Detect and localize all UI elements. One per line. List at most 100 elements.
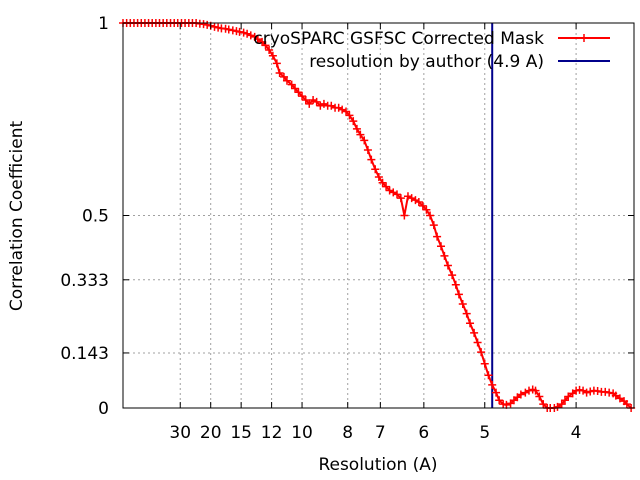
fsc-point [246, 31, 255, 40]
fsc-point [466, 319, 475, 328]
fsc-point [352, 124, 361, 133]
fsc-point [553, 402, 562, 411]
fsc-point [407, 194, 416, 203]
fsc-point [535, 392, 544, 401]
fsc-point [586, 387, 595, 396]
fsc-point [224, 25, 233, 34]
fsc-point [422, 205, 431, 214]
x-tick-label: 4 [571, 423, 582, 443]
fsc-point [531, 386, 540, 395]
fsc-point [349, 117, 358, 126]
tick-layer: 30 20 15 12 10 8 7 6 5 4 0 0.143 0.333 0.5 1 [60, 14, 634, 443]
fsc-point [575, 385, 584, 394]
fsc-point [305, 99, 314, 108]
fsc-point [414, 198, 423, 207]
fsc-point [374, 173, 383, 181]
fsc-point [282, 76, 291, 85]
fsc-point [312, 97, 321, 106]
fsc-point [253, 35, 262, 44]
fsc-point [454, 290, 463, 299]
x-tick-label: 5 [479, 423, 490, 443]
fsc-point [593, 387, 602, 396]
x-tick-label: 6 [418, 423, 429, 443]
fsc-point [258, 37, 267, 46]
fsc-point [451, 280, 460, 289]
fsc-point [440, 251, 449, 260]
legend: cryoSPARC GSFSC Corrected Mask resolution… [253, 29, 610, 72]
y-axis-title: Correlation Coefficient [7, 121, 27, 312]
fsc-point [605, 388, 614, 397]
fsc-point [615, 394, 624, 403]
y-tick-label: 0 [98, 399, 109, 419]
fsc-point [294, 88, 303, 97]
fsc-point [426, 211, 435, 220]
fsc-point [319, 99, 328, 108]
fsc-point [261, 41, 270, 50]
fsc-point [389, 188, 398, 197]
x-axis-title: Resolution (A) [318, 455, 437, 475]
fsc-point [393, 190, 402, 199]
fsc-point [470, 328, 479, 337]
x-tick-label: 12 [261, 423, 283, 443]
fsc-point [601, 387, 610, 396]
fsc-point [448, 271, 457, 280]
fsc-point [367, 155, 376, 164]
fsc-point [272, 59, 281, 68]
fsc-point [516, 390, 525, 399]
fsc-point [291, 84, 300, 93]
y-tick-label: 1 [98, 14, 109, 34]
fsc-point [611, 391, 620, 400]
fsc-point [443, 261, 452, 270]
fsc-point [492, 388, 501, 397]
fsc-point [275, 69, 284, 78]
fsc-point [622, 400, 631, 409]
fsc-point [477, 348, 486, 357]
fsc-point [484, 371, 493, 380]
x-tick-label: 15 [230, 423, 252, 443]
fsc-point [521, 388, 530, 397]
fsc-point [473, 338, 482, 347]
fsc-point [327, 101, 336, 110]
fsc-point [243, 29, 252, 38]
fsc-point [301, 96, 310, 104]
fsc-point [378, 178, 387, 187]
fsc-point [268, 51, 277, 60]
fsc-point [382, 182, 391, 191]
fsc-point [371, 165, 380, 174]
fsc-point [265, 45, 274, 54]
fsc-point [418, 201, 427, 210]
y-tick-label: 0.333 [60, 271, 109, 291]
x-tick-label: 10 [291, 423, 313, 443]
fsc-point [458, 300, 467, 309]
fsc-point [235, 27, 244, 36]
x-tick-label: 30 [169, 423, 191, 443]
fsc-point [210, 22, 219, 31]
fsc-point [360, 136, 369, 145]
legend-entry-fsc-label: cryoSPARC GSFSC Corrected Mask [253, 29, 544, 49]
fsc-point [495, 396, 504, 405]
fsc-point [356, 130, 365, 139]
y-tick-label: 0.5 [82, 207, 109, 227]
series-layer [119, 19, 636, 412]
fsc-point [199, 20, 208, 29]
fsc-point [462, 309, 471, 318]
fsc-point [363, 146, 372, 155]
fsc-point [437, 242, 446, 251]
fsc-point [203, 20, 212, 29]
fsc-point [239, 28, 248, 37]
fsc-point [342, 107, 351, 116]
fsc-point [403, 192, 412, 201]
legend-entry-fsc-marker [580, 34, 588, 42]
y-tick-label: 0.143 [60, 344, 109, 364]
fsc-point [429, 221, 438, 230]
x-tick-label: 8 [342, 423, 353, 443]
fsc-point [572, 386, 581, 395]
fsc-point [433, 232, 442, 241]
fsc-point [582, 388, 591, 397]
legend-entry-author-resolution-label: resolution by author (4.9 A) [309, 52, 544, 72]
x-tick-label: 7 [375, 423, 386, 443]
fsc-point [228, 26, 237, 35]
fsc-point [480, 359, 489, 368]
fsc-point [345, 111, 354, 120]
